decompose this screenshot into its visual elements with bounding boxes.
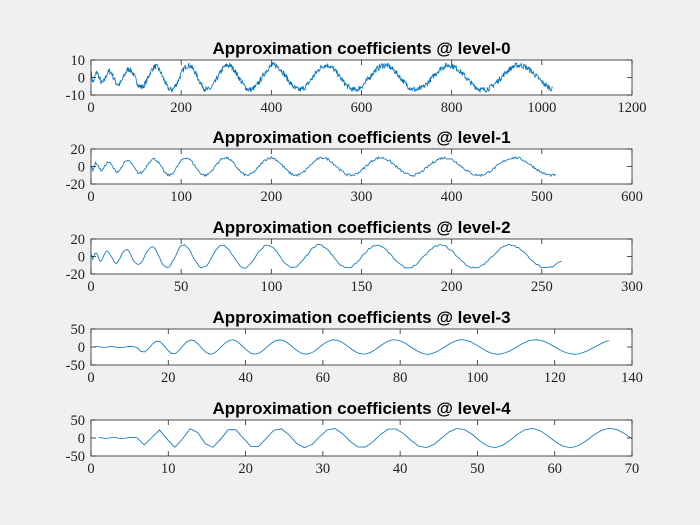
axes-background: [91, 149, 632, 184]
x-tick-label: 200: [170, 100, 192, 116]
x-tick-label: 400: [441, 189, 463, 205]
x-tick-label: 600: [351, 100, 373, 116]
x-tick-label: 60: [547, 461, 562, 477]
x-tick-label: 10: [161, 461, 176, 477]
x-tick-label: 400: [260, 100, 282, 116]
series-line: [98, 427, 633, 449]
y-tick-label: 0: [78, 160, 85, 176]
series-line: [90, 61, 553, 93]
y-tick-label: -50: [66, 449, 85, 465]
x-tick-label: 40: [393, 461, 408, 477]
y-tick-label: -20: [66, 177, 85, 193]
x-tick-label: 0: [87, 189, 94, 205]
axes-background: [91, 329, 632, 365]
x-tick-label: 800: [441, 100, 463, 116]
axes-level-0: 0 200 400 600 800 1000 1200 -100 10 Approximation…: [66, 39, 647, 116]
x-tick-label: 200: [441, 279, 463, 295]
x-tick-label: 0: [87, 279, 94, 295]
x-tick-label: 20: [238, 461, 253, 477]
axes-background: [91, 420, 632, 456]
x-tick-label: 120: [544, 370, 566, 386]
x-tick-label: 300: [621, 279, 643, 295]
series-line: [90, 156, 556, 178]
y-tick-label: 50: [71, 413, 86, 429]
x-tick-label: 150: [351, 279, 373, 295]
x-tick-label: 80: [393, 370, 408, 386]
x-tick-label: 40: [238, 370, 253, 386]
axes-title: Approximation coefficients @ level-4: [212, 399, 511, 418]
axes-level-1: 0 100 200 300 400 500 600 -200 20 Approximation c…: [66, 128, 643, 205]
x-tick-label: 0: [87, 461, 94, 477]
x-tick-label: 500: [531, 189, 553, 205]
y-tick-label: 0: [78, 71, 85, 87]
x-tick-label: 140: [621, 370, 643, 386]
y-tick-label: 20: [71, 142, 86, 158]
y-tick-label: 0: [78, 250, 85, 266]
x-tick-label: 60: [316, 370, 331, 386]
x-tick-label: 20: [161, 370, 176, 386]
x-tick-label: 50: [470, 461, 485, 477]
x-tick-label: 600: [621, 189, 643, 205]
x-tick-label: 1000: [527, 100, 556, 116]
y-tick-label: -20: [66, 267, 85, 283]
y-tick-label: 50: [71, 322, 86, 338]
y-tick-label: -10: [66, 88, 85, 104]
x-tick-label: 50: [174, 279, 189, 295]
x-tick-label: 0: [87, 100, 94, 116]
x-tick-label: 300: [351, 189, 373, 205]
axes-title: Approximation coefficients @ level-1: [212, 128, 510, 147]
x-tick-label: 100: [467, 370, 489, 386]
axes-title: Approximation coefficients @ level-3: [212, 308, 510, 327]
x-tick-label: 200: [260, 189, 282, 205]
y-tick-label: 20: [71, 232, 86, 248]
y-tick-label: 0: [78, 340, 85, 356]
x-tick-label: 70: [625, 461, 640, 477]
series-line: [94, 339, 609, 355]
x-tick-label: 30: [316, 461, 331, 477]
axes-background: [91, 60, 632, 95]
axes-title: Approximation coefficients @ level-0: [212, 39, 510, 58]
x-tick-label: 1200: [618, 100, 647, 116]
axes-level-2: 0 50 100 150 200 250 300 -200 20 Approximation co…: [66, 218, 643, 295]
y-tick-label: 10: [71, 53, 86, 69]
y-tick-label: 0: [78, 431, 85, 447]
x-tick-label: 100: [260, 279, 282, 295]
series-line: [90, 244, 562, 269]
x-tick-label: 0: [87, 370, 94, 386]
x-tick-label: 250: [531, 279, 553, 295]
x-tick-label: 100: [170, 189, 192, 205]
y-tick-label: -50: [66, 358, 85, 374]
axes-title: Approximation coefficients @ level-2: [212, 218, 510, 237]
